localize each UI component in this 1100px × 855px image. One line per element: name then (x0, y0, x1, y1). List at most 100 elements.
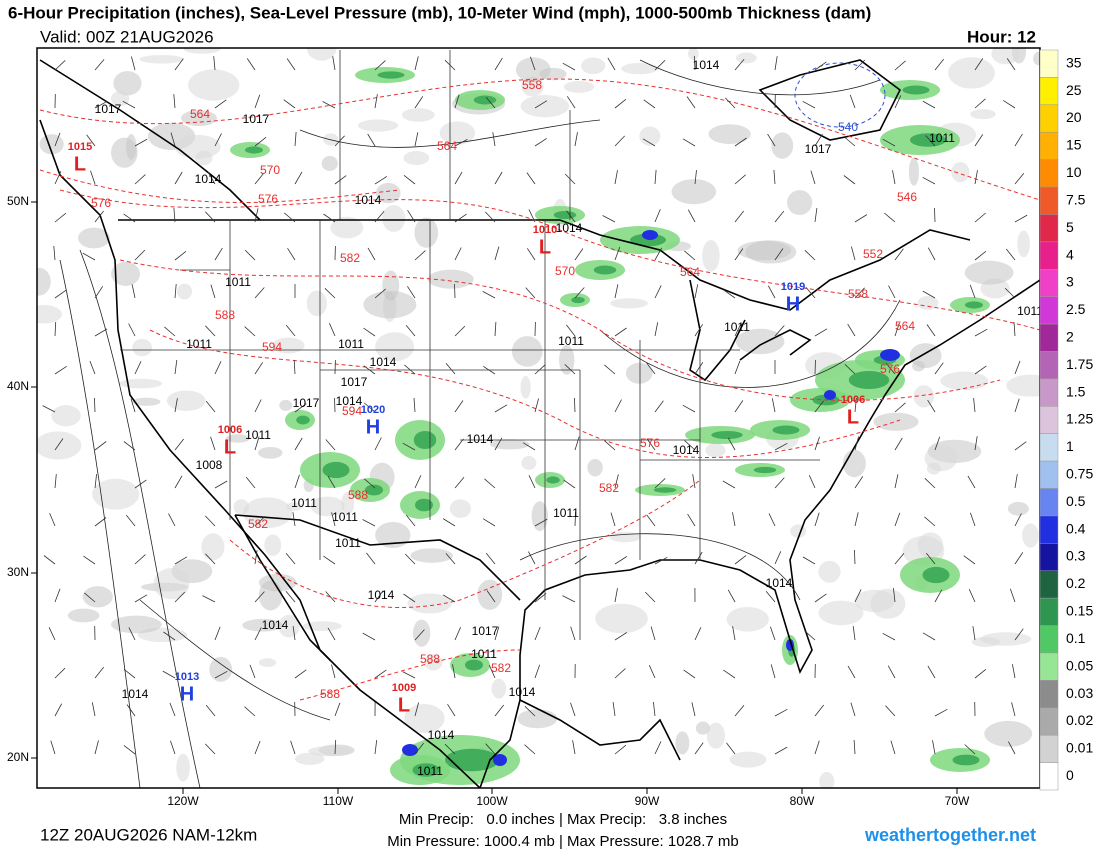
colorbar-cell (1040, 598, 1058, 625)
isobar-label: 1011 (558, 334, 584, 348)
colorbar-label: 5 (1066, 219, 1074, 235)
precip (953, 755, 980, 766)
colorbar-label: 4 (1066, 246, 1074, 262)
thickness-label: 564 (437, 139, 457, 153)
precip (594, 266, 617, 275)
light-precip (1008, 502, 1029, 516)
colorbar-label: 2 (1066, 328, 1074, 344)
thickness-label: 570 (260, 163, 280, 177)
light-precip (965, 261, 1014, 285)
isobar-label: 1011 (338, 337, 364, 351)
colorbar-cell (1040, 543, 1058, 570)
pressure-center-marker: L (74, 153, 86, 175)
colorbar-cell (1040, 406, 1058, 433)
lon-label: 120W (167, 794, 199, 808)
pressure-center-marker: H (366, 416, 380, 438)
wind-barb (935, 208, 936, 222)
lon-label: 90W (635, 794, 660, 808)
colorbar-label: 2.5 (1066, 301, 1086, 317)
colorbar-cell (1040, 242, 1058, 269)
isobar-label: 1014 (556, 221, 583, 235)
thickness-label: 576 (91, 196, 111, 210)
colorbar-cell (1040, 434, 1058, 461)
light-precip (358, 119, 398, 131)
light-precip (403, 151, 429, 165)
isobar-label: 1017 (95, 102, 122, 116)
thickness-label: 558 (848, 287, 868, 301)
colorbar-label: 0.1 (1066, 630, 1086, 646)
light-precip (307, 291, 327, 317)
colorbar-label: 7.5 (1066, 191, 1086, 207)
pressure-center-value: 1010 (533, 224, 557, 236)
colorbar-cell (1040, 214, 1058, 241)
thickness-label: 576 (258, 192, 278, 206)
thickness-label: 570 (555, 264, 575, 278)
colorbar-cell (1040, 105, 1058, 132)
colorbar-cell (1040, 516, 1058, 543)
pressure-center-marker: H (786, 293, 800, 315)
precip (754, 467, 777, 473)
light-precip (595, 604, 648, 633)
precip (654, 487, 677, 492)
isobar-label: 1014 (262, 618, 289, 632)
precip (773, 426, 800, 435)
colorbar-label: 0.01 (1066, 740, 1093, 756)
isobar-label: 1011 (245, 428, 271, 442)
map-layers: 1014101710171014101410171011101110141011… (26, 35, 1055, 791)
pressure-range: Min Pressure: 1000.4 mb | Max Pressure: … (387, 833, 739, 850)
light-precip (119, 379, 162, 389)
light-precip (363, 291, 416, 319)
light-precip (736, 52, 757, 63)
pressure-center-marker: L (224, 436, 236, 458)
pressure-center-value: 1020 (361, 404, 385, 416)
colorbar-label: 0.5 (1066, 493, 1086, 509)
light-precip (1022, 523, 1039, 547)
precip (474, 96, 497, 105)
wind-barb (815, 360, 816, 374)
thickness-label: 582 (491, 661, 511, 675)
lat-label: 50N (7, 194, 29, 208)
colorbar-cell (1040, 708, 1058, 735)
thickness-label: 564 (895, 319, 915, 333)
precip (554, 211, 577, 219)
light-precip (175, 135, 221, 159)
isobar-label: 1011 (291, 496, 317, 510)
light-precip (730, 752, 767, 768)
colorbar-cell (1040, 653, 1058, 680)
heavy-precip (880, 349, 900, 361)
light-precip (980, 632, 1031, 645)
light-precip (790, 524, 806, 537)
light-precip (948, 57, 995, 88)
valid-time: Valid: 00Z 21AUG2026 (40, 27, 214, 46)
title: 6-Hour Precipitation (inches), Sea-Level… (8, 3, 871, 22)
colorbar-label: 0.02 (1066, 712, 1093, 728)
thickness-label: 588 (348, 488, 368, 502)
light-precip (787, 190, 812, 215)
isobar-label: 1011 (724, 320, 750, 334)
colorbar-cell (1040, 297, 1058, 324)
colorbar-label: 0.3 (1066, 548, 1086, 564)
light-precip (581, 58, 605, 75)
light-precip (874, 413, 919, 431)
colorbar-label: 25 (1066, 82, 1082, 98)
thickness-label: 564 (190, 107, 210, 121)
light-precip (139, 55, 184, 64)
light-precip (970, 109, 996, 119)
light-precip (295, 753, 324, 765)
colorbar-cell (1040, 50, 1058, 77)
thickness-label: 552 (863, 247, 883, 261)
light-precip (521, 95, 570, 117)
light-precip (279, 400, 292, 411)
isobar-label: 1014 (766, 576, 793, 590)
precip (546, 476, 560, 483)
heavy-precip (642, 230, 658, 240)
light-precip (411, 548, 453, 562)
lon-label: 80W (790, 794, 815, 808)
precip (378, 71, 405, 78)
precip (965, 301, 983, 308)
colorbar-label: 1.75 (1066, 356, 1093, 372)
colorbar-label: 0.03 (1066, 685, 1093, 701)
light-precip (671, 179, 716, 204)
light-precip (707, 723, 725, 749)
pressure-center-marker: L (398, 694, 410, 716)
